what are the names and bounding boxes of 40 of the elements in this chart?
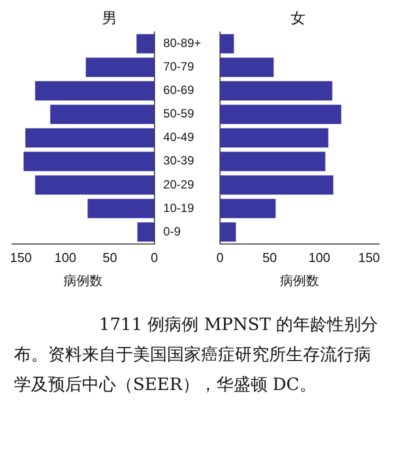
y-tick-label: 10-19 bbox=[163, 200, 194, 215]
y-tick-label: 20-29 bbox=[163, 177, 194, 192]
bar bbox=[137, 222, 154, 242]
bar bbox=[24, 152, 154, 172]
y-tick-label: 30-39 bbox=[163, 154, 194, 168]
bar bbox=[35, 175, 154, 195]
x-tick-label: 150 bbox=[10, 250, 32, 266]
bar bbox=[220, 175, 334, 195]
bar bbox=[88, 198, 154, 218]
bar bbox=[220, 128, 328, 148]
y-tick-label: 40-49 bbox=[163, 130, 194, 144]
x-tick-label: 100 bbox=[308, 250, 330, 266]
x-tick-label: 150 bbox=[358, 250, 380, 266]
x-axis-title: 病例数 bbox=[280, 272, 319, 288]
x-tick-label: 100 bbox=[54, 250, 76, 266]
x-tick-label: 50 bbox=[102, 250, 118, 266]
bar bbox=[220, 58, 274, 77]
y-tick-label: 60-69 bbox=[163, 83, 194, 98]
bar bbox=[220, 198, 276, 218]
bar bbox=[220, 152, 326, 172]
chart-title: 女 bbox=[290, 8, 306, 27]
y-tick-label: 80-89+ bbox=[163, 36, 202, 50]
y-tick-label: 50-59 bbox=[163, 106, 194, 121]
bar bbox=[35, 81, 154, 100]
y-tick-label: 0-9 bbox=[163, 224, 181, 238]
bar bbox=[136, 34, 154, 54]
bar bbox=[50, 104, 154, 124]
x-tick-label: 0 bbox=[150, 250, 158, 266]
bar bbox=[220, 34, 234, 54]
bar bbox=[220, 81, 332, 100]
bar bbox=[220, 222, 236, 242]
bar bbox=[86, 58, 154, 77]
x-tick-label: 50 bbox=[262, 250, 277, 266]
chart-title: 男 bbox=[102, 8, 117, 27]
y-tick-label: 70-79 bbox=[163, 60, 194, 74]
bar bbox=[220, 104, 342, 124]
x-tick-label: 0 bbox=[216, 250, 224, 266]
text: 1711 例病例 MPNST 的年龄性别分布。资料来自于美国国家癌症研究所生存流行病学及预后中心（SEER），华盛顿 DC。 bbox=[14, 314, 379, 396]
bar bbox=[25, 128, 154, 148]
x-axis-title: 病例数 bbox=[64, 272, 103, 288]
